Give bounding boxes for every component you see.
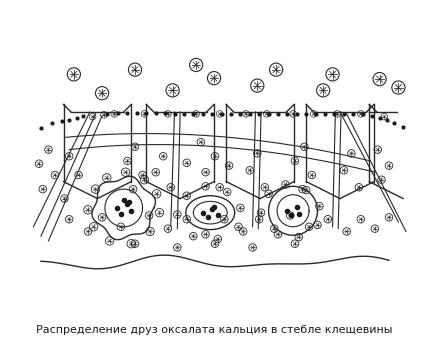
Text: Распределение друз оксалата кальция в стебле клещевины: Распределение друз оксалата кальция в ст… (36, 325, 393, 335)
